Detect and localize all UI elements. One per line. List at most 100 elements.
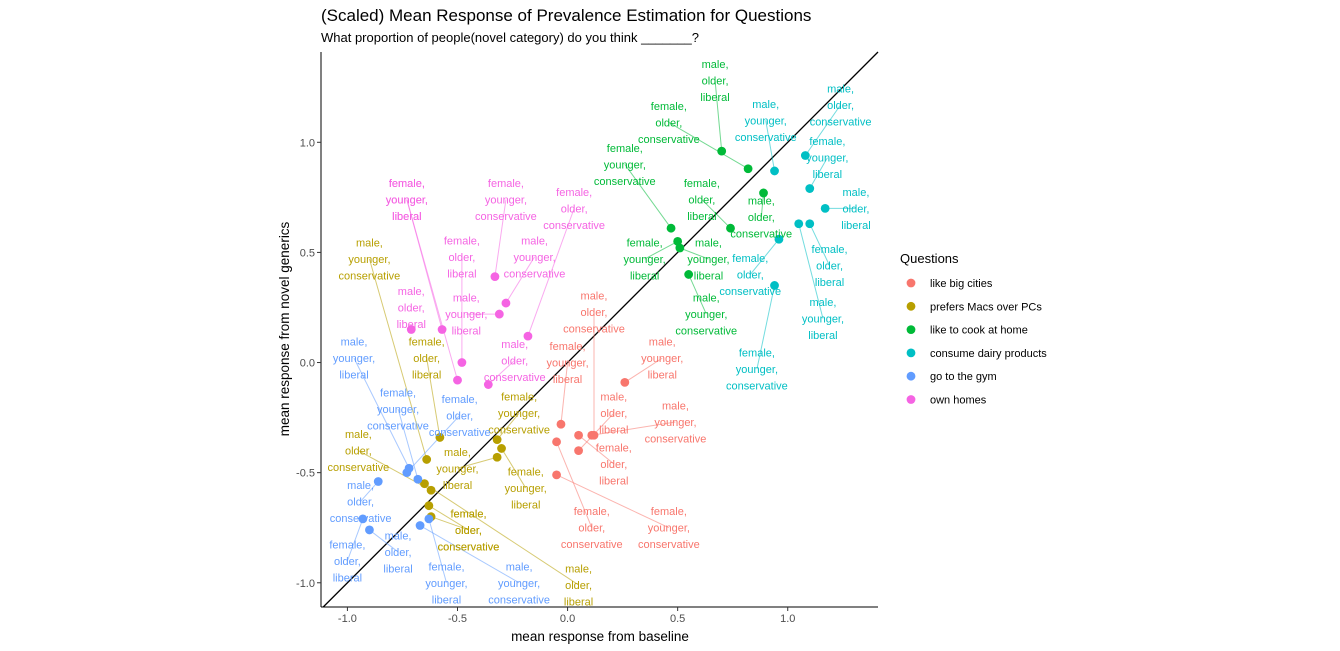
data-point xyxy=(422,455,432,464)
label-connector xyxy=(556,474,670,529)
data-point xyxy=(494,309,504,319)
label-connector xyxy=(430,516,469,531)
legend-key xyxy=(906,278,916,288)
point-label: male, younger, conservative xyxy=(735,99,797,144)
data-point xyxy=(726,223,735,233)
label-connector xyxy=(714,80,723,152)
label-connector xyxy=(358,450,432,491)
legend-title: Questions xyxy=(900,251,959,266)
legend: Questions like big cities prefers Macs ov… xyxy=(900,251,1047,407)
data-point xyxy=(759,188,768,198)
point-label: male, younger, liberal xyxy=(687,238,729,283)
label-connector xyxy=(527,208,575,337)
label-connector xyxy=(368,258,428,460)
data-point xyxy=(574,430,583,440)
point-label: female, younger, liberal xyxy=(546,341,588,386)
label-connector xyxy=(668,122,749,170)
label-connector xyxy=(353,357,410,469)
point-label: male, older, conservative xyxy=(328,429,390,474)
point-label: female, older, liberal xyxy=(329,539,365,584)
data-point xyxy=(358,514,368,524)
label-connector xyxy=(701,199,731,229)
data-point xyxy=(673,237,683,246)
legend-label: like to cook at home xyxy=(930,325,1028,337)
y-tick-label: -0.5 xyxy=(296,468,315,480)
data-point xyxy=(717,146,727,156)
data-point xyxy=(770,166,779,176)
legend-label: consume dairy products xyxy=(930,348,1047,360)
data-point xyxy=(805,219,815,229)
point-label: male, older, conservative xyxy=(330,480,392,525)
legend-key xyxy=(906,371,916,381)
label-connector xyxy=(397,408,419,480)
label-connector xyxy=(560,362,569,425)
point-label: female, younger, liberal xyxy=(386,178,428,223)
label-connector xyxy=(591,421,676,436)
data-point xyxy=(684,270,694,279)
data-point xyxy=(523,331,533,341)
data-point xyxy=(420,479,429,489)
plot-area: -1.0 -0.5 0.0 0.5 1.0 -1.0 -0.5 0.0 0.5 1.0 male, y… xyxy=(296,51,879,625)
point-label: male, younger, liberal xyxy=(641,337,683,382)
label-connector xyxy=(419,525,520,584)
label-connector xyxy=(809,157,828,189)
data-point xyxy=(413,474,423,484)
point-label: female, younger, conservative xyxy=(488,392,550,437)
data-point xyxy=(556,419,566,429)
point-label: female, younger, liberal xyxy=(806,136,848,181)
data-point xyxy=(492,435,502,445)
point-label: female, younger, conservative xyxy=(594,143,656,188)
point-label: female, younger, conservative xyxy=(367,387,429,432)
point-label: male, older, liberal xyxy=(564,563,593,608)
point-label: female, younger, liberal xyxy=(505,467,547,512)
label-connector xyxy=(494,199,507,277)
point-label: male, younger, conservative xyxy=(504,235,566,280)
point-label: female, older, conservative xyxy=(438,508,500,553)
point-label: female, older, conservative xyxy=(719,253,781,298)
point-label: male, older, liberal xyxy=(599,392,628,437)
point-label: female, older, liberal xyxy=(596,442,632,487)
legend-key xyxy=(906,325,916,334)
point-label: male, younger, liberal xyxy=(333,337,375,382)
point-label: male, younger, liberal xyxy=(445,293,487,338)
point-label: female, older, conservative xyxy=(543,187,605,232)
data-point xyxy=(424,514,434,524)
data-point xyxy=(490,272,500,282)
y-axis-title: mean response from novel generics xyxy=(277,221,292,436)
point-label: female, older, liberal xyxy=(409,337,445,382)
chart-subtitle: What proportion of people(novel category… xyxy=(321,30,699,45)
y-tick-label: -1.0 xyxy=(296,578,315,590)
point-label: female, younger, conservative xyxy=(726,348,788,393)
legend-label: prefers Macs over PCs xyxy=(930,301,1042,313)
point-label: male, older, liberal xyxy=(397,286,426,331)
label-connector xyxy=(688,274,707,315)
data-point xyxy=(406,325,416,334)
point-label: male, younger, conservative xyxy=(675,293,737,338)
label-connector xyxy=(756,285,776,370)
label-connector xyxy=(346,518,364,561)
label-connector xyxy=(428,505,469,531)
data-point xyxy=(402,468,412,478)
data-point xyxy=(675,243,685,253)
legend-key xyxy=(906,301,916,311)
x-axis-title: mean response from baseline xyxy=(511,629,689,644)
point-label: female, younger, liberal xyxy=(624,238,666,283)
x-tick-label: 0.0 xyxy=(560,613,575,625)
legend-key xyxy=(906,395,916,404)
data-point xyxy=(620,377,630,387)
point-label: female, older, liberal xyxy=(684,178,720,223)
data-point xyxy=(435,433,445,442)
point-label: female, older, liberal xyxy=(812,244,848,289)
label-connector xyxy=(804,104,841,156)
x-tick-label: -1.0 xyxy=(338,613,357,625)
label-connector xyxy=(424,483,579,586)
label-connector xyxy=(457,456,498,469)
data-points xyxy=(358,146,830,535)
label-connector xyxy=(428,518,447,583)
data-point xyxy=(426,485,436,495)
label-connector xyxy=(487,359,516,385)
data-point xyxy=(415,521,425,530)
label-connectors xyxy=(346,80,856,586)
point-label: female, younger, liberal xyxy=(386,178,428,223)
data-point xyxy=(453,375,462,385)
